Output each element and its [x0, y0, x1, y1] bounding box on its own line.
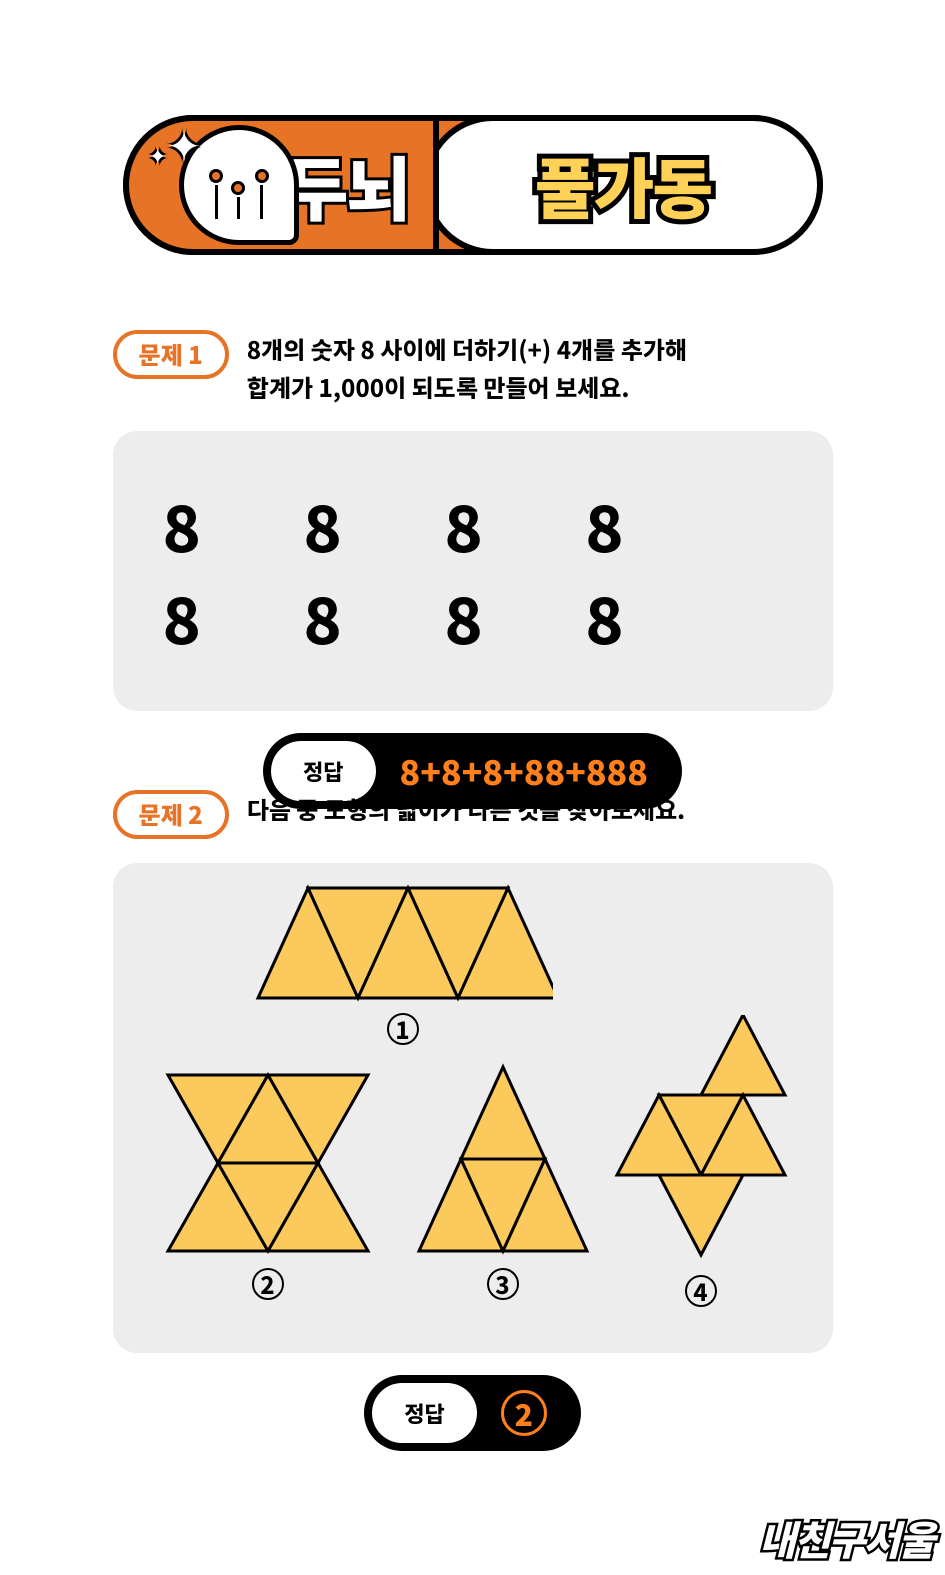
shape-2-svg — [163, 1068, 373, 1258]
eights-digits: 8 8 8 8 8 8 8 8 — [141, 479, 805, 663]
shape-4-svg — [611, 1015, 791, 1265]
answer-value: 2 — [501, 1390, 547, 1436]
header-pill-right: 풀가동 — [423, 115, 822, 255]
question-badge: 문제 1 — [113, 330, 229, 379]
shape-label-3: 3 — [487, 1268, 519, 1300]
watermark: 내친구서울 — [759, 1509, 933, 1567]
shape-4: 4 — [611, 1015, 791, 1307]
problem-1: 문제 1 8개의 숫자 8 사이에 더하기(+) 4개를 추가해 합계가 1,0… — [113, 330, 833, 809]
shape-1-svg — [253, 883, 553, 1003]
shapes-card: 1 2 3 4 — [113, 863, 833, 1353]
problem-2: 문제 2 다음 중 도형의 넓이가 다른 것을 찾아보세요. 1 2 3 — [113, 790, 833, 1451]
question-badge: 문제 2 — [113, 790, 229, 839]
question-text: 8개의 숫자 8 사이에 더하기(+) 4개를 추가해 합계가 1,000이 되… — [247, 330, 833, 407]
shape-1: 1 — [253, 883, 553, 1045]
question-row: 문제 2 다음 중 도형의 넓이가 다른 것을 찾아보세요. — [113, 790, 833, 839]
answer-pill: 정답 2 — [364, 1375, 580, 1451]
shape-label-1: 1 — [387, 1013, 419, 1045]
eights-card: 8 8 8 8 8 8 8 8 — [113, 431, 833, 711]
question-row: 문제 1 8개의 숫자 8 사이에 더하기(+) 4개를 추가해 합계가 1,0… — [113, 330, 833, 407]
answer-label: 정답 — [372, 1383, 476, 1443]
title-right: 풀가동 — [535, 137, 711, 233]
shape-3: 3 — [413, 1063, 593, 1300]
shape-2: 2 — [163, 1068, 373, 1300]
shape-label-4: 4 — [685, 1275, 717, 1307]
header-pill: 풀가동 두뇌 ✦ ✦ — [123, 115, 823, 255]
sparkle-icon: ✦ — [149, 139, 179, 169]
shape-3-svg — [413, 1063, 593, 1258]
title-left: 두뇌 — [284, 135, 409, 236]
answer-value: 8+8+8+88+888 — [400, 746, 648, 795]
shape-label-2: 2 — [252, 1268, 284, 1300]
header: 풀가동 두뇌 ✦ ✦ — [123, 115, 823, 255]
question-text: 다음 중 도형의 넓이가 다른 것을 찾아보세요. — [247, 790, 833, 828]
